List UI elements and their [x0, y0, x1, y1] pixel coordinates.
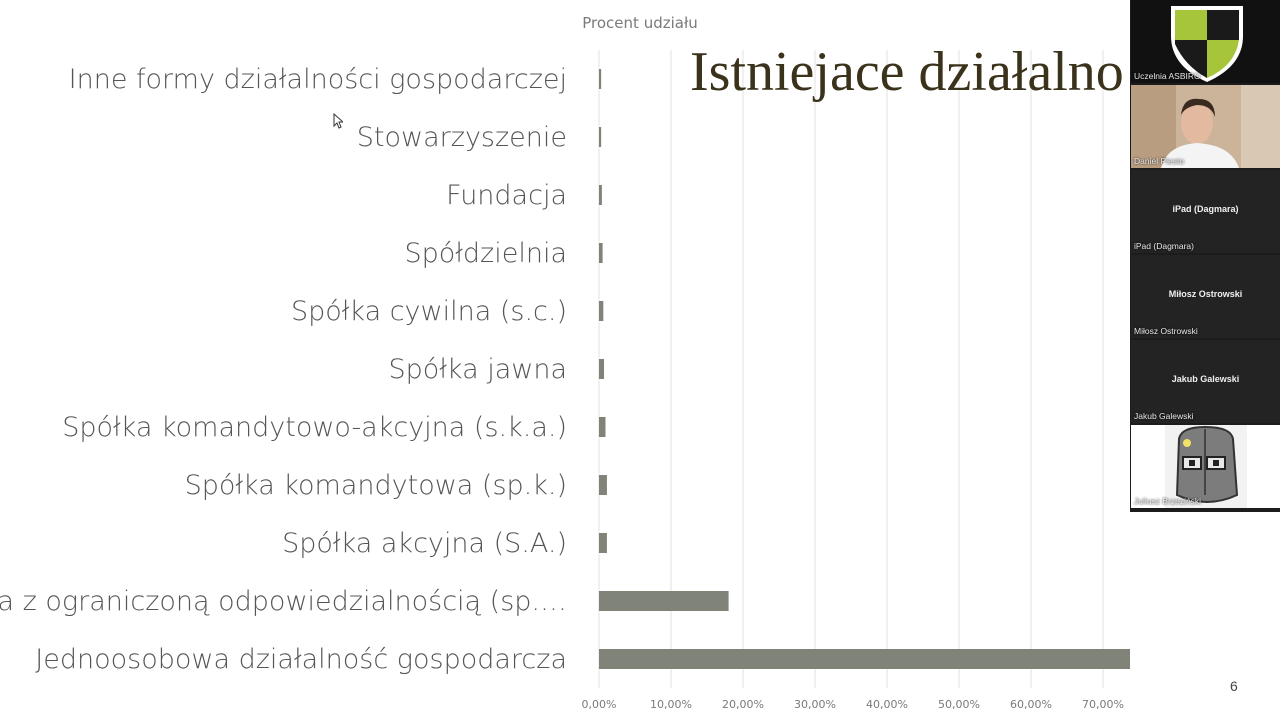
robot-avatar-icon [1131, 425, 1280, 508]
participant-name: Jakub Galewski [1134, 411, 1194, 421]
bar [599, 591, 729, 611]
participant-center-name: iPad (Dagmara) [1172, 204, 1239, 214]
bar [599, 127, 602, 147]
bar [599, 301, 604, 321]
bar [599, 359, 605, 379]
tick-label: 30,00% [794, 698, 836, 711]
participant-tile[interactable]: Uczelnia ASBIRO [1131, 0, 1280, 83]
tick-label: 0,00% [582, 698, 617, 711]
shield-logo-icon [1131, 0, 1280, 83]
tick-label: 20,00% [722, 698, 764, 711]
participant-tile[interactable]: Miłosz Ostrowski Miłosz Ostrowski [1131, 255, 1280, 338]
person-video-icon [1131, 85, 1280, 168]
tick-label: 50,00% [938, 698, 980, 711]
category-label: Spółka komandytowa (sp.k.) [185, 470, 567, 501]
mouse-cursor-icon [333, 113, 343, 129]
bar [599, 649, 1130, 669]
participant-tile[interactable]: iPad (Dagmara) iPad (Dagmara) [1131, 170, 1280, 253]
bar [599, 533, 607, 553]
page-number: 6 [1230, 678, 1238, 694]
category-label: Stowarzyszenie [357, 122, 567, 153]
bar-chart: Procent udziału Inne formy działalności g… [0, 14, 1130, 711]
category-label: Spółdzielnia [404, 238, 567, 269]
video-participants-panel: Uczelnia ASBIRO Daniel Piesto iPad (Dagm… [1130, 0, 1280, 512]
bar [599, 69, 602, 89]
bar [599, 243, 603, 263]
presentation-slide: Procent udziału Inne formy działalności g… [0, 14, 1130, 711]
category-label: Spółka jawna [388, 354, 567, 385]
tick-label: 10,00% [650, 698, 692, 711]
participant-name: Daniel Piesto [1134, 156, 1185, 166]
participant-tile[interactable]: Daniel Piesto [1131, 85, 1280, 168]
bar [599, 185, 602, 205]
category-label: Spółka akcyjna (S.A.) [282, 528, 567, 559]
category-label: Inne formy działalności gospodarczej [69, 64, 567, 95]
category-label: Jednoosobowa działalność gospodarcza [35, 644, 567, 675]
slide-title: Istniejace działalno [690, 41, 1124, 103]
bar [599, 475, 607, 495]
tick-label: 60,00% [1010, 698, 1052, 711]
participant-name: Juliusz Brzeziński [1134, 496, 1202, 506]
tick-label: 40,00% [866, 698, 908, 711]
bar [599, 417, 606, 437]
participant-name: iPad (Dagmara) [1134, 241, 1194, 251]
tick-label: 70,00% [1082, 698, 1124, 711]
category-label: Spółka cywilna (s.c.) [291, 296, 567, 327]
category-label: Fundacja [446, 180, 567, 211]
participant-name: Miłosz Ostrowski [1134, 326, 1198, 336]
participant-center-name: Jakub Galewski [1171, 374, 1240, 384]
category-label: Spółka z ograniczoną odpowiedzialnością … [0, 586, 567, 617]
category-label: Spółka komandytowo-akcyjna (s.k.a.) [62, 412, 567, 443]
participant-name: Uczelnia ASBIRO [1134, 71, 1201, 81]
participant-tile[interactable]: Juliusz Brzeziński [1131, 425, 1280, 508]
chart-title: Procent udziału [582, 14, 697, 32]
participant-tile[interactable]: Jakub Galewski Jakub Galewski [1131, 340, 1280, 423]
participant-center-name: Miłosz Ostrowski [1168, 289, 1243, 299]
